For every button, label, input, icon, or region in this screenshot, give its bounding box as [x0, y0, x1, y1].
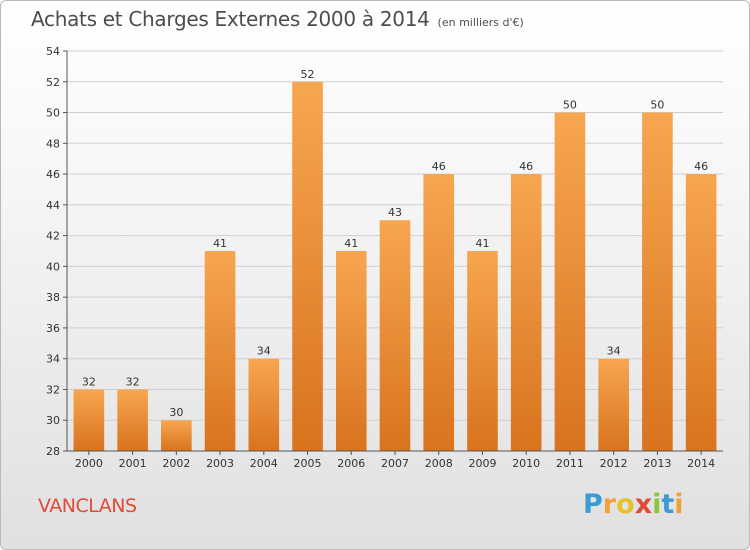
x-tick-label: 2012	[600, 457, 628, 470]
bar	[598, 358, 629, 451]
x-tick-label: 2000	[75, 457, 103, 470]
x-tick-label: 2002	[162, 457, 190, 470]
data-label: 50	[650, 99, 664, 112]
x-tick-label: 2011	[556, 457, 584, 470]
brand-letter: x	[634, 489, 653, 520]
data-labels: 32 32 30 41 34 52 41 43 46 41 46 50 34 50 46	[82, 68, 708, 419]
data-label: 41	[344, 237, 358, 250]
y-tick-label: 30	[46, 414, 60, 427]
y-tick-label: 34	[46, 353, 60, 366]
x-tick-label: 2004	[250, 457, 278, 470]
data-label: 34	[607, 345, 621, 358]
brand-letter: t	[661, 489, 675, 520]
bar	[292, 81, 323, 452]
y-tick-label: 52	[46, 76, 60, 89]
brand-logo[interactable]: Proxiti	[583, 489, 684, 520]
y-tick-label: 28	[46, 445, 60, 458]
data-label: 46	[694, 160, 708, 173]
x-tick-label: 2014	[687, 457, 715, 470]
y-tick-label: 32	[46, 383, 60, 396]
bar	[642, 112, 673, 452]
y-tick-label: 42	[46, 230, 60, 243]
bar	[467, 251, 498, 451]
bar	[161, 420, 192, 451]
x-tick-label: 2010	[512, 457, 540, 470]
y-tick-label: 40	[46, 260, 60, 273]
y-tick-label: 50	[46, 107, 60, 120]
y-tick-label: 44	[46, 199, 60, 212]
chart-title: Achats et Charges Externes 2000 à 2014 (e…	[31, 7, 524, 31]
data-label: 41	[213, 237, 227, 250]
bar	[117, 389, 148, 451]
brand-letter: o	[616, 489, 635, 520]
y-tick-label: 38	[46, 291, 60, 304]
bar	[685, 174, 717, 452]
bars	[73, 81, 717, 452]
x-tick-label: 2009	[468, 457, 496, 470]
x-tick-label: 2001	[119, 457, 147, 470]
bar	[73, 389, 105, 451]
data-label: 46	[519, 160, 533, 173]
bar	[423, 174, 455, 452]
data-label: 41	[475, 237, 489, 250]
unit-note: (en milliers d'€)	[437, 16, 524, 29]
brand-letter: P	[583, 489, 603, 520]
data-label: 50	[563, 99, 577, 112]
chart-title-text: Achats et Charges Externes 2000 à 2014	[31, 7, 430, 31]
data-label: 46	[432, 160, 446, 173]
data-label: 32	[82, 375, 96, 388]
x-tick-label: 2003	[206, 457, 234, 470]
bar	[204, 251, 236, 451]
bar	[379, 220, 411, 451]
y-tick-label: 54	[46, 45, 60, 58]
bar	[510, 174, 542, 452]
y-tick-label: 46	[46, 168, 60, 181]
brand-letter: r	[602, 489, 617, 520]
data-label: 43	[388, 206, 402, 219]
y-tick-label: 36	[46, 322, 60, 335]
x-tick-label: 2006	[337, 457, 365, 470]
data-label: 30	[169, 406, 183, 419]
data-label: 34	[257, 345, 271, 358]
x-tick-label: 2013	[643, 457, 671, 470]
x-tick-label: 2007	[381, 457, 409, 470]
bar	[554, 112, 586, 452]
brand-letter: i	[652, 489, 662, 520]
x-tick-label: 2008	[425, 457, 453, 470]
data-label: 32	[126, 375, 140, 388]
axes: 28 30 32 34 36 38 40 42 44 46 48 50 52 54 2000 2001 2002…	[46, 45, 723, 470]
y-tick-label: 48	[46, 137, 60, 150]
bar	[248, 358, 280, 451]
commune-name: VANCLANS	[38, 495, 137, 517]
x-tick-label: 2005	[294, 457, 322, 470]
bar	[335, 251, 367, 451]
data-label: 52	[301, 68, 315, 81]
brand-letter: i	[674, 489, 684, 520]
